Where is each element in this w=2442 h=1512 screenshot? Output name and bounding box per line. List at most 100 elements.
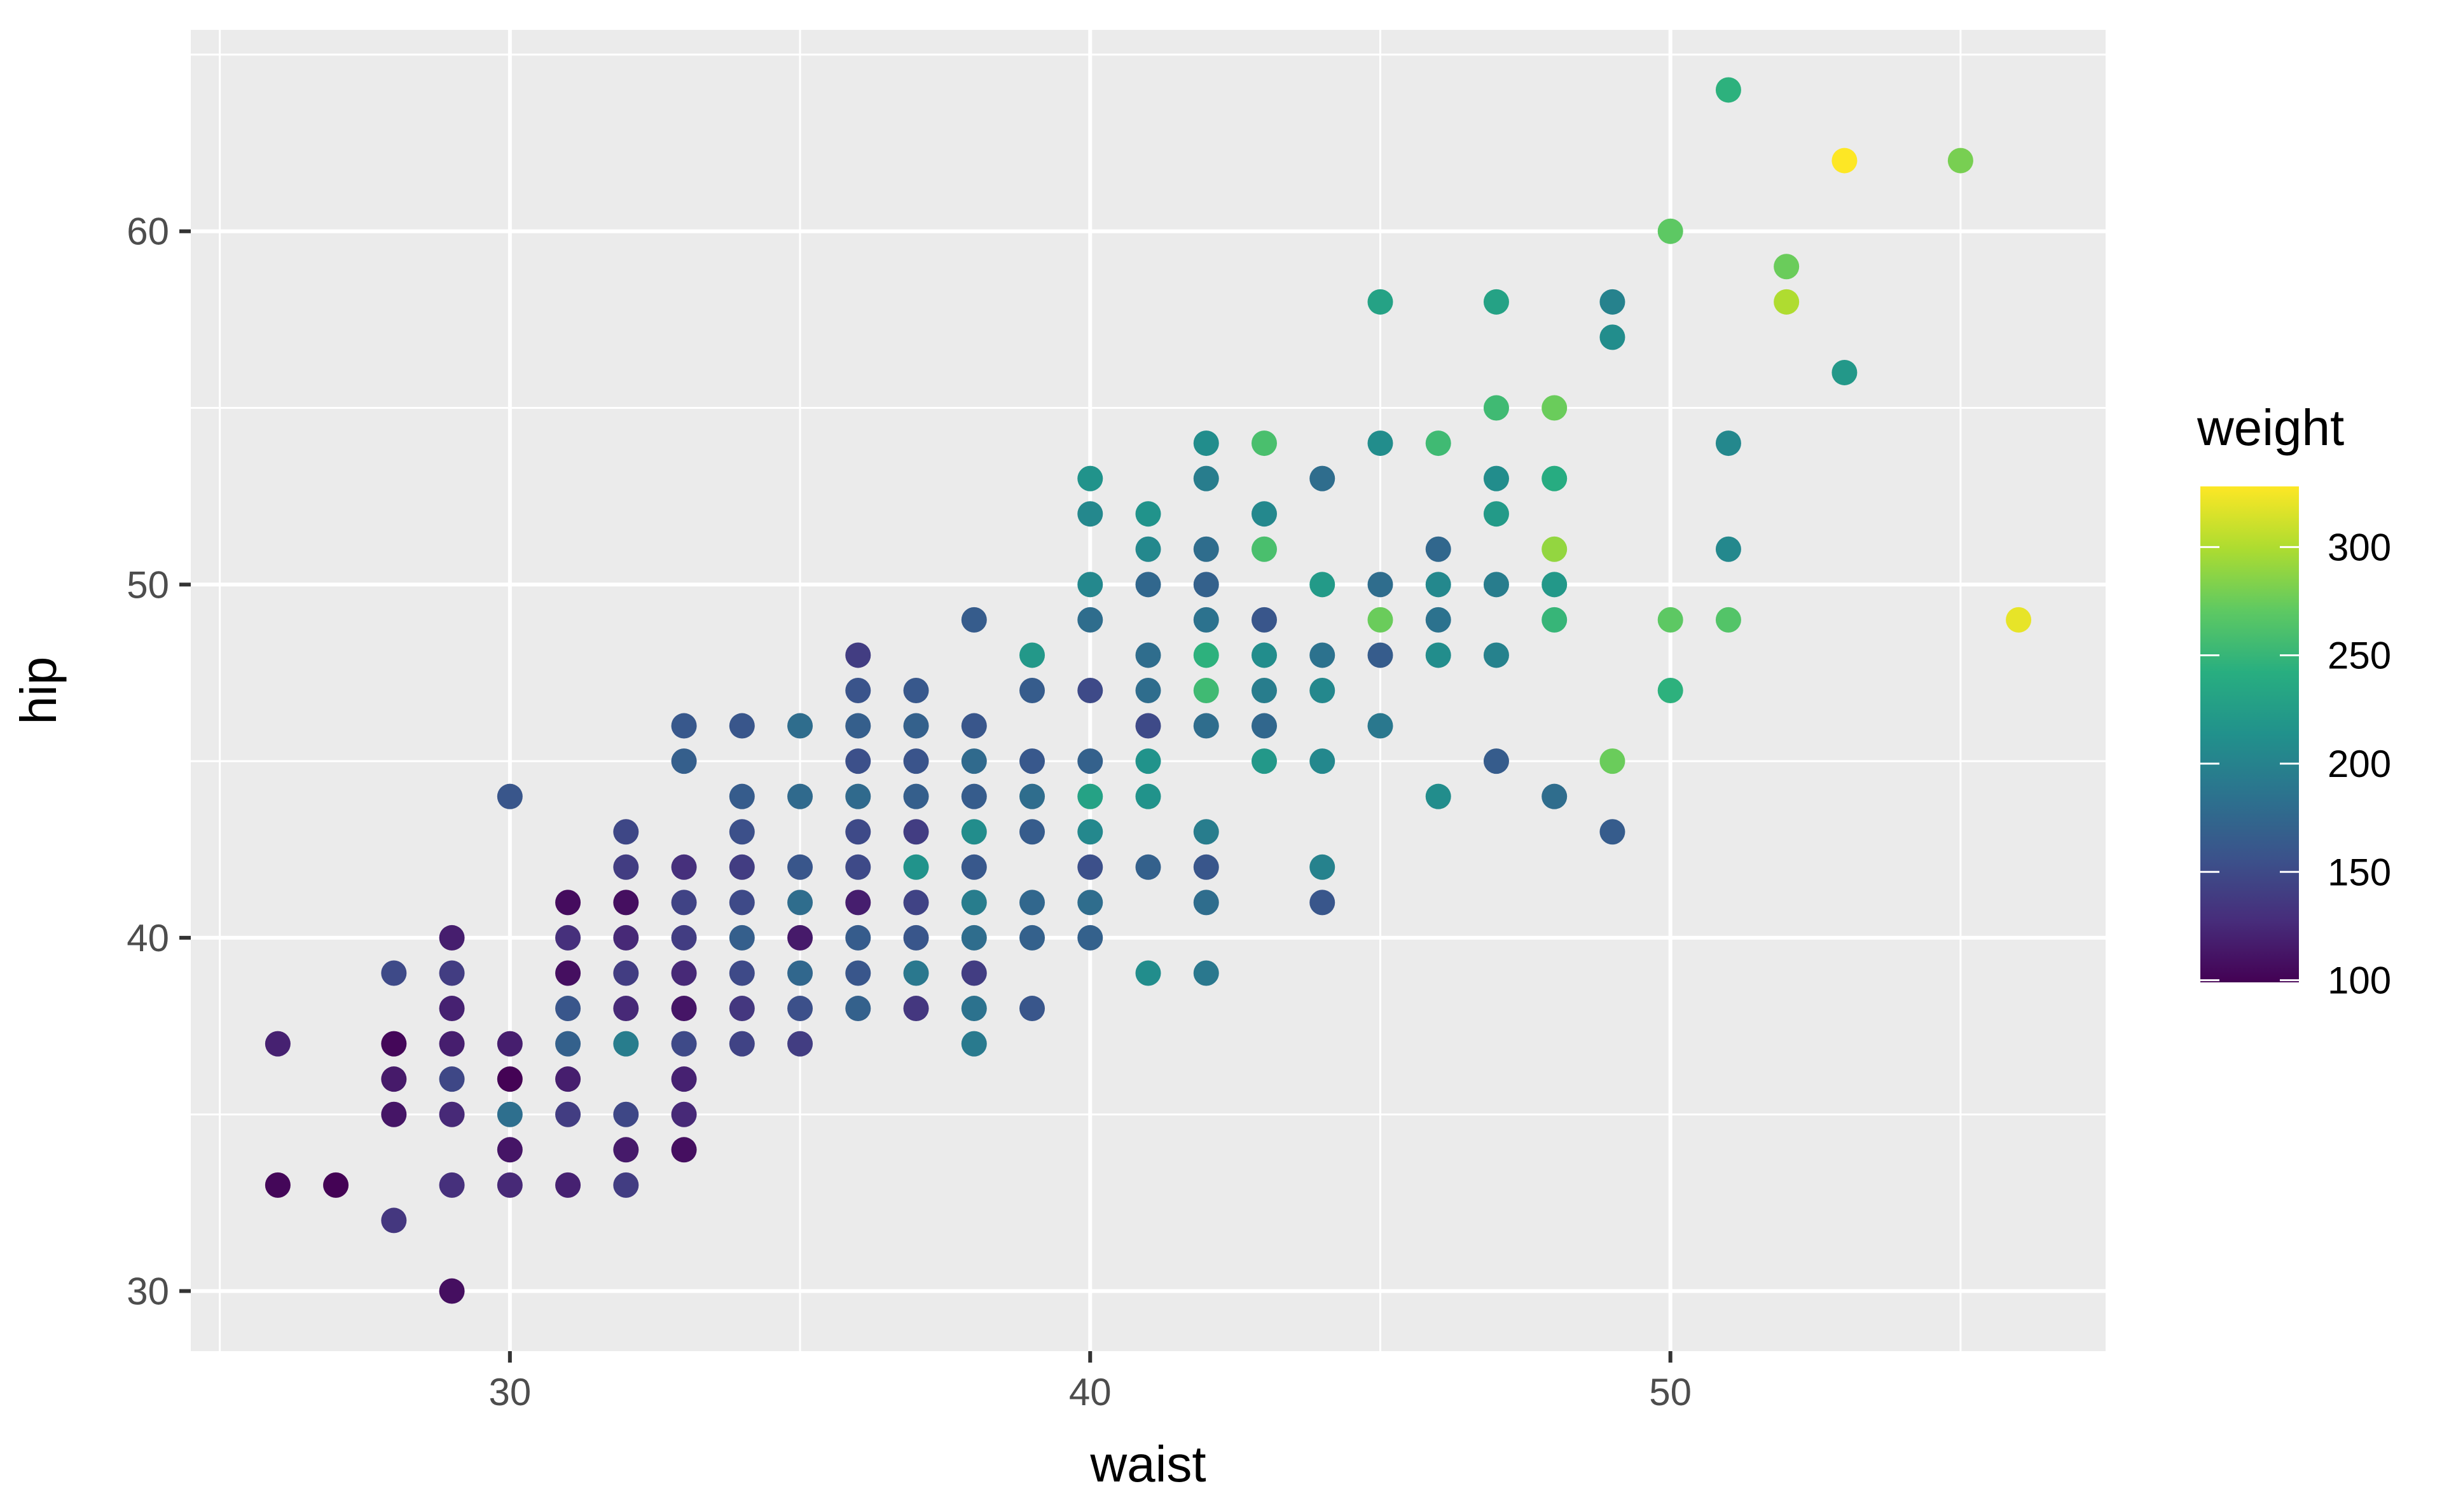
data-point xyxy=(961,819,987,845)
data-point xyxy=(555,960,581,986)
data-point xyxy=(961,1031,987,1057)
data-point xyxy=(1367,607,1393,633)
data-point xyxy=(1542,607,1568,633)
data-point xyxy=(613,1137,639,1163)
data-point xyxy=(1599,748,1625,774)
y-tick-label: 30 xyxy=(127,1270,169,1313)
data-point xyxy=(1309,465,1335,491)
data-point xyxy=(381,1031,407,1057)
data-point xyxy=(1309,678,1335,703)
data-point xyxy=(1135,572,1161,598)
data-point xyxy=(1483,289,1509,315)
data-point xyxy=(903,748,929,774)
data-point xyxy=(439,1172,465,1198)
data-point xyxy=(381,1066,407,1092)
data-point xyxy=(1599,819,1625,845)
data-point xyxy=(961,924,987,951)
data-point xyxy=(671,924,697,951)
data-point xyxy=(1193,819,1219,845)
data-point xyxy=(1193,572,1219,598)
data-point xyxy=(729,890,755,916)
data-point xyxy=(1193,642,1219,668)
data-point xyxy=(555,924,581,951)
data-point xyxy=(1251,678,1277,703)
data-point xyxy=(1077,607,1103,633)
data-point xyxy=(961,748,987,774)
data-point xyxy=(1077,572,1103,598)
data-point xyxy=(1135,678,1161,703)
data-point xyxy=(729,854,755,880)
y-tick-label: 40 xyxy=(127,917,169,959)
data-point xyxy=(439,1278,465,1304)
data-point xyxy=(1425,783,1451,809)
data-point xyxy=(1135,783,1161,809)
data-point xyxy=(1193,960,1219,986)
data-point xyxy=(439,1031,465,1057)
data-point xyxy=(439,996,465,1022)
data-point xyxy=(1715,536,1741,562)
data-point xyxy=(1947,148,1973,174)
data-point xyxy=(497,1137,523,1163)
data-point xyxy=(787,960,813,986)
data-point xyxy=(1251,607,1277,633)
data-point xyxy=(787,783,813,809)
data-point xyxy=(961,890,987,916)
data-point xyxy=(671,1101,697,1127)
data-point xyxy=(1774,254,1800,280)
data-point xyxy=(1309,642,1335,668)
data-point xyxy=(671,996,697,1022)
data-point xyxy=(671,960,697,986)
data-point xyxy=(613,960,639,986)
data-point xyxy=(845,748,871,774)
data-point xyxy=(1483,395,1509,421)
data-point xyxy=(1193,854,1219,880)
data-point xyxy=(845,819,871,845)
data-point xyxy=(845,713,871,739)
data-point xyxy=(845,996,871,1022)
data-point xyxy=(1657,607,1683,633)
data-point xyxy=(555,996,581,1022)
data-point xyxy=(1715,430,1741,457)
colorbar-tick-label: 100 xyxy=(2328,959,2391,1002)
x-tick-label: 30 xyxy=(488,1371,531,1413)
data-point xyxy=(1367,713,1393,739)
data-point xyxy=(845,924,871,951)
data-point xyxy=(555,1066,581,1092)
data-point xyxy=(787,924,813,951)
data-point xyxy=(1774,289,1800,315)
data-point xyxy=(1251,430,1277,457)
data-point xyxy=(903,924,929,951)
data-point xyxy=(1425,536,1451,562)
data-point xyxy=(903,996,929,1022)
data-points xyxy=(265,77,2032,1304)
data-point xyxy=(1715,607,1741,633)
data-point xyxy=(1019,748,1045,774)
data-point xyxy=(1019,996,1045,1022)
data-point xyxy=(1019,783,1045,809)
data-point xyxy=(787,996,813,1022)
data-point xyxy=(613,1031,639,1057)
data-point xyxy=(439,924,465,951)
data-point xyxy=(1135,642,1161,668)
data-point xyxy=(1483,642,1509,668)
data-point xyxy=(787,890,813,916)
data-point xyxy=(1483,572,1509,598)
x-axis-title: waist xyxy=(1089,1436,1206,1492)
data-point xyxy=(961,960,987,986)
axes: 30 40 50 30 40 50 60 xyxy=(127,210,1692,1413)
data-point xyxy=(1019,642,1045,668)
data-point xyxy=(961,713,987,739)
data-point xyxy=(613,924,639,951)
data-point xyxy=(845,642,871,668)
data-point xyxy=(555,890,581,916)
data-point xyxy=(903,890,929,916)
data-point xyxy=(903,854,929,880)
data-point xyxy=(1657,678,1683,703)
data-point xyxy=(1542,536,1568,562)
data-point xyxy=(497,1101,523,1127)
data-point xyxy=(1425,430,1451,457)
data-point xyxy=(1135,748,1161,774)
data-point xyxy=(1251,748,1277,774)
colorbar xyxy=(2200,486,2299,982)
data-point xyxy=(1077,748,1103,774)
